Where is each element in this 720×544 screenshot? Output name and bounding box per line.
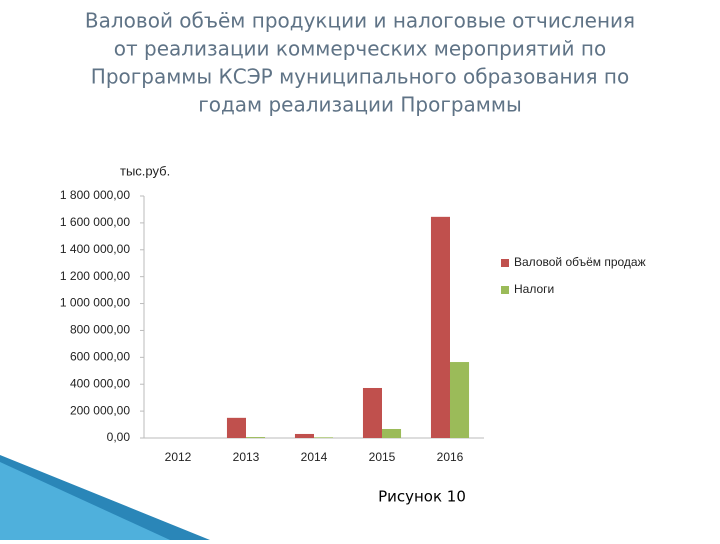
bar (294, 433, 314, 438)
bar (362, 387, 382, 438)
bar (246, 437, 266, 438)
y-tick-label: 400 000,00 (70, 376, 130, 390)
y-tick-label: 0,00 (107, 430, 131, 444)
caption: Рисунок 10 (378, 488, 466, 506)
title-line: Программы КСЭР муниципального образовани… (91, 65, 629, 89)
y-tick-label: 1 000 000,00 (60, 296, 130, 310)
title-line: годам реализации Программы (198, 93, 522, 117)
y-axis-label: тыс.руб. (120, 163, 170, 178)
x-tick-label: 2012 (165, 450, 192, 464)
legend-label: Валовой объём продаж (514, 255, 646, 269)
title-line: от реализации коммерческих мероприятий п… (114, 37, 606, 61)
y-tick-label: 1 200 000,00 (60, 269, 130, 283)
legend-label: Налоги (514, 282, 554, 296)
x-tick-label: 2016 (437, 450, 464, 464)
x-tick-label: 2015 (369, 450, 396, 464)
bar (382, 428, 402, 438)
title-line: Валовой объём продукции и налоговые отчи… (85, 9, 635, 33)
y-tick-label: 600 000,00 (70, 350, 130, 364)
bar (450, 362, 470, 438)
y-tick-label: 1 800 000,00 (60, 188, 130, 202)
y-tick-label: 1 400 000,00 (60, 242, 130, 256)
x-tick-label: 2014 (301, 450, 328, 464)
x-tick-label: 2013 (233, 450, 260, 464)
y-tick-label: 200 000,00 (70, 403, 130, 417)
bar (430, 216, 450, 438)
bar (226, 417, 246, 438)
decoration (0, 462, 170, 540)
legend-swatch (501, 286, 509, 294)
y-tick-label: 1 600 000,00 (60, 215, 130, 229)
bar (314, 437, 334, 438)
legend-swatch (501, 259, 509, 267)
y-tick-label: 800 000,00 (70, 323, 130, 337)
